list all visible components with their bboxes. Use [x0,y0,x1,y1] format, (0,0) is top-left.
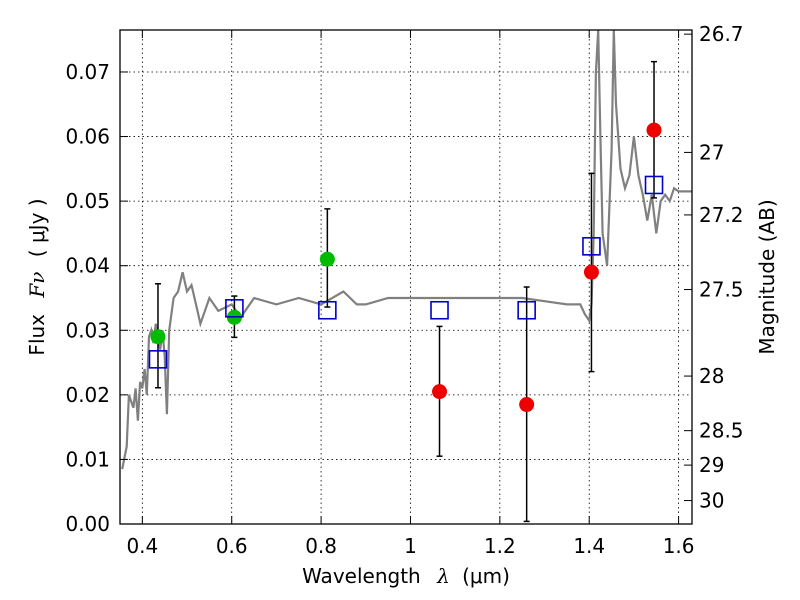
y2-tick-label: 27.5 [699,278,744,302]
x-tick-label: 1 [404,534,417,558]
model-square-marker [517,300,536,320]
red-data-point [583,264,599,280]
model-square-marker [644,175,664,195]
model-square-marker [582,237,601,256]
model-square-marker [430,300,449,320]
green-data-point [319,251,335,267]
y2-axis-title: Magnitude (AB) [755,199,779,354]
y-axis-symbol: Fν [25,272,49,299]
y-axis-title: Flux Fν ( μJy ) [25,198,49,355]
y-tick-label: 0.03 [65,318,110,342]
y2-tick-label: 26.7 [699,22,744,46]
x-tick-label: 0.4 [126,534,158,558]
y-tick-label: 0.06 [65,125,110,149]
y-tick-label: 0.01 [65,447,110,471]
y-tick-label: 0.02 [65,383,110,407]
tick-labels: 0.4 0.6 0.8 1 1.2 1.4 1.6 0.00 0.01 0.02 0.03 0.04 0… [65,22,743,558]
x-tick-label: 1.4 [573,534,605,558]
x-axis-label: Wavelength [302,564,421,588]
x-axis-symbol: λ [436,564,450,588]
y-tick-label: 0.07 [65,60,110,84]
x-tick-label: 0.6 [216,534,248,558]
model-square-marker [318,300,337,320]
x-tick-label: 1.6 [663,534,695,558]
y2-tick-label: 27 [699,140,724,164]
x-tick-label: 1.2 [484,534,516,558]
y-axis-label: Flux [25,314,49,356]
y-tick-label: 0.00 [65,512,110,536]
spectrum-layer [121,30,692,470]
model-spectrum-line [121,30,692,470]
red-data-point [519,397,535,413]
grid [120,30,692,524]
red-data-point [646,122,662,138]
y2-tick-label: 27.2 [699,203,744,227]
points-layer [148,122,664,413]
green-data-point [150,329,166,345]
y2-tick-label: 28 [699,364,724,388]
y2-tick-label: 30 [699,489,724,513]
x-axis-title: Wavelength λ (μm) [302,564,510,588]
x-axis-unit: (μm) [462,564,510,588]
y2-tick-label: 28.5 [699,419,744,443]
ticks [120,30,692,525]
red-data-point [432,384,448,400]
plot-frame [119,29,693,525]
x-tick-label: 0.8 [305,534,337,558]
y-tick-label: 0.05 [65,189,110,213]
y2-tick-label: 29 [699,453,724,477]
y-axis-unit: ( μJy ) [25,198,49,257]
model-square-marker [148,350,168,369]
y-tick-label: 0.04 [65,254,110,278]
errorbar-layer [154,60,658,523]
model-square-marker [225,299,244,318]
